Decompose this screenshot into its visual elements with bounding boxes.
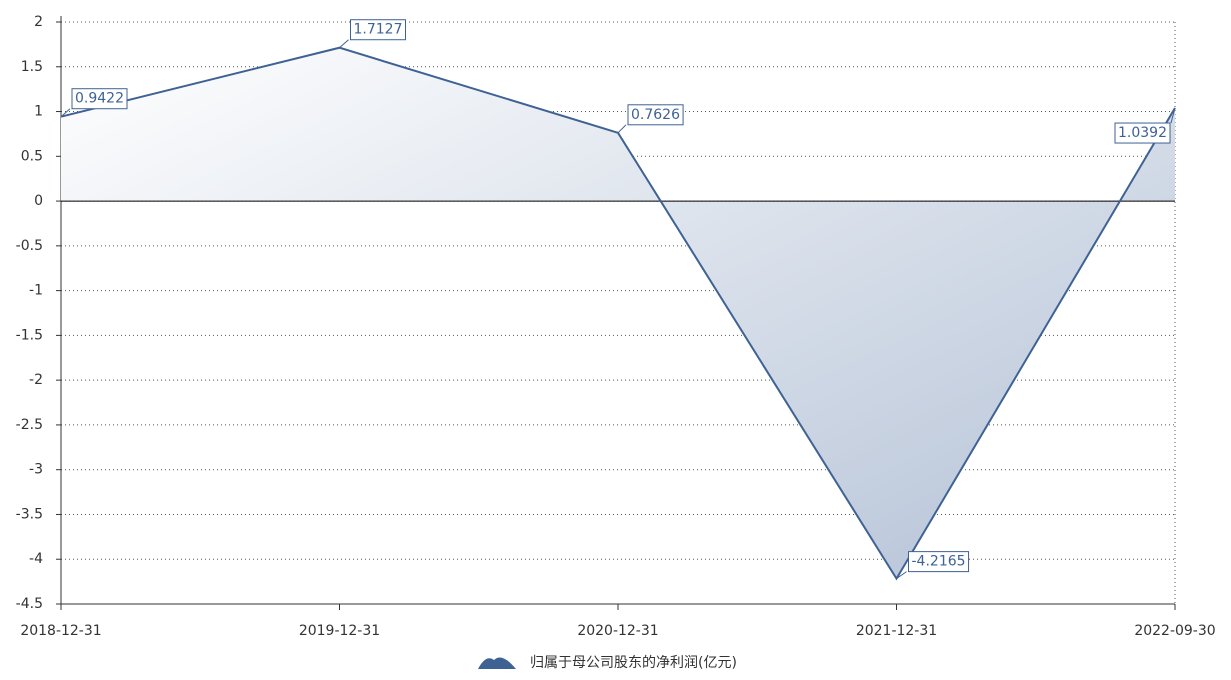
data-label-text: 0.7626 <box>631 107 680 123</box>
leader-line <box>617 124 627 134</box>
line <box>60 46 1176 581</box>
y-tick-label: -4 <box>29 551 43 567</box>
x-tick-label: 2022-09-30 <box>1134 623 1215 639</box>
y-tick-label: -1 <box>29 283 43 299</box>
data-label-box <box>627 104 684 126</box>
data-label: 1.0392 <box>1114 107 1176 144</box>
y-tick-label: -2 <box>29 372 43 388</box>
data-label-text: 1.0392 <box>1118 125 1167 141</box>
leader-line <box>1170 107 1176 124</box>
data-label-text: -4.2165 <box>912 554 966 570</box>
x-tick-label: 2018-12-31 <box>20 623 101 639</box>
y-tick-label: 1.5 <box>21 59 43 75</box>
x-tick-label: 2019-12-31 <box>299 623 380 639</box>
legend-icon <box>478 657 516 669</box>
data-label-text: 1.7127 <box>354 22 403 38</box>
leader-line <box>339 39 349 49</box>
leader-line <box>60 108 71 118</box>
y-tick-label: -1.5 <box>16 327 43 343</box>
data-label: 0.9422 <box>60 88 128 118</box>
y-tick-label: -0.5 <box>16 238 43 254</box>
y-tick-label: 1 <box>34 104 43 120</box>
x-tick-label: 2021-12-31 <box>856 623 937 639</box>
data-label-text: 0.9422 <box>75 91 124 107</box>
area <box>61 47 1175 579</box>
legend-label: 归属于母公司股东的净利润(亿元) <box>530 654 737 671</box>
y-tick-label: -4.5 <box>16 596 43 612</box>
data-label-box <box>908 551 970 573</box>
data-label: 0.7626 <box>617 104 684 134</box>
x-tick-label: 2020-12-31 <box>577 623 658 639</box>
data-label: -4.2165 <box>896 551 970 580</box>
data-label: 1.7127 <box>339 19 406 49</box>
leader-line <box>896 571 907 580</box>
y-tick-label: -2.5 <box>16 417 43 433</box>
data-label-box <box>71 88 128 110</box>
y-tick-label: 0 <box>34 193 43 209</box>
data-label-box <box>1114 122 1171 144</box>
data-label-box <box>350 19 406 41</box>
y-tick-label: -3.5 <box>16 506 43 522</box>
y-tick-label: -3 <box>29 462 43 478</box>
y-tick-label: 0.5 <box>21 148 43 164</box>
y-tick-label: 2 <box>34 14 43 30</box>
